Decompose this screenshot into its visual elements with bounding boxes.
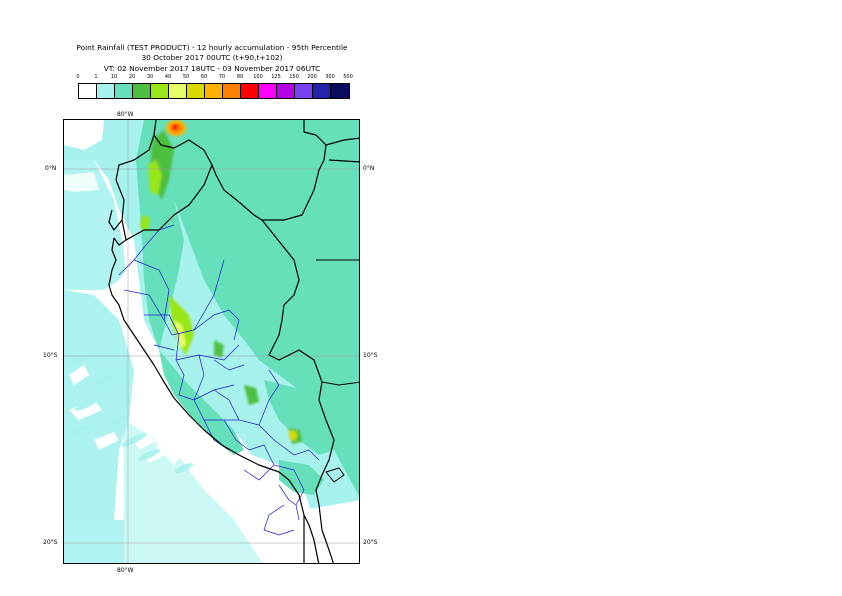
light-rain-field [64, 120, 359, 563]
legend-swatch [205, 84, 223, 98]
ocean-rain-streaks [69, 354, 194, 474]
legend-tick-labels: 0 1 10 20 30 40 50 60 70 80 100 125 150 200 300 500 [0, 74, 400, 84]
map-title: Point Rainfall (TEST PRODUCT) - 12 hourl… [76, 43, 348, 52]
legend-tick-label: 70 [218, 74, 226, 80]
latitude-label-20s-left: 20°S [43, 539, 58, 546]
validity-time: VT: 02 November 2017 18UTC - 03 November… [103, 64, 321, 73]
intense-rain-cell [166, 120, 186, 136]
legend-tick-label: 40 [164, 74, 172, 80]
legend-tick-label: 500 [343, 74, 353, 80]
longitude-label-bottom: 80°W [117, 567, 134, 574]
legend-swatch [97, 84, 115, 98]
map-canvas [64, 120, 359, 563]
legend-swatch [151, 84, 169, 98]
forecast-run-time: 30 October 2017 00UTC (t+90,t+102) [141, 53, 283, 62]
regional-boundaries [118, 224, 320, 536]
legend-swatch [133, 84, 151, 98]
latitude-label-10s-right: 10°S [363, 352, 378, 359]
legend-swatch [241, 84, 259, 98]
legend-tick-label: 200 [307, 74, 317, 80]
legend-swatch [187, 84, 205, 98]
latitude-label-10s-left: 10°S [43, 352, 58, 359]
legend-swatch [259, 84, 277, 98]
legend-swatch [79, 84, 97, 98]
legend-swatch [277, 84, 295, 98]
latitude-label-20s-right: 20°S [363, 539, 378, 546]
legend-tick-label: 150 [289, 74, 299, 80]
legend-tick-label: 30 [146, 74, 154, 80]
legend-tick-label: 10 [110, 74, 118, 80]
longitude-label-top: 80°W [117, 111, 134, 118]
legend-tick-label: 0 [76, 74, 80, 80]
legend-swatch [313, 84, 331, 98]
legend-swatch [295, 84, 313, 98]
legend-tick-label: 300 [325, 74, 335, 80]
legend-tick-label: 60 [200, 74, 208, 80]
legend-tick-label: 80 [236, 74, 244, 80]
moderate-rain-field [136, 120, 359, 497]
graticule [64, 120, 359, 563]
dry-areas [64, 120, 359, 563]
legend-swatch [169, 84, 187, 98]
latitude-label-0-right: 0°N [363, 165, 375, 172]
legend-swatch [223, 84, 241, 98]
legend-tick-label: 100 [253, 74, 263, 80]
legend-swatch [115, 84, 133, 98]
legend-swatch [331, 84, 349, 98]
legend-tick-label: 125 [271, 74, 281, 80]
rainfall-color-legend [78, 83, 350, 99]
latitude-label-0-left: 0°N [45, 165, 57, 172]
legend-tick-label: 1 [94, 74, 98, 80]
legend-tick-label: 20 [128, 74, 136, 80]
rainfall-map [63, 119, 360, 564]
legend-tick-label: 50 [182, 74, 190, 80]
national-borders [108, 120, 359, 563]
